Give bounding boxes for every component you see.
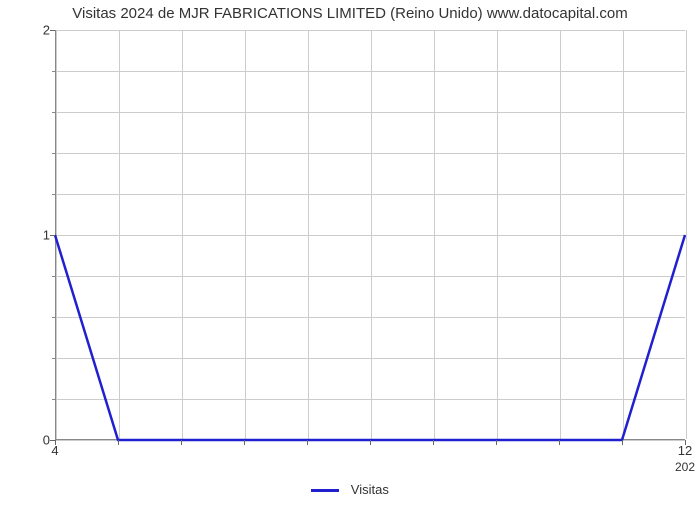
y-minor-tick (52, 112, 55, 113)
y-tick-label: 2 (30, 23, 50, 38)
y-tick-mark (50, 30, 55, 31)
x-tick-label: 12 (678, 443, 692, 458)
line-series (55, 30, 685, 440)
x-tick-mark (370, 440, 371, 445)
x-tick-mark (307, 440, 308, 445)
x-tick-mark (433, 440, 434, 445)
x-tick-mark (685, 440, 686, 445)
x-tick-mark (181, 440, 182, 445)
y-minor-tick (52, 276, 55, 277)
y-minor-tick (52, 317, 55, 318)
x-tick-mark (496, 440, 497, 445)
chart-title: Visitas 2024 de MJR FABRICATIONS LIMITED… (0, 5, 700, 22)
x-sublabel: 202 (675, 460, 695, 474)
x-tick-mark (559, 440, 560, 445)
x-tick-label: 4 (51, 443, 58, 458)
series-line (55, 235, 685, 440)
legend: Visitas (0, 482, 700, 497)
chart: Visitas 2024 de MJR FABRICATIONS LIMITED… (0, 5, 700, 505)
x-tick-mark (622, 440, 623, 445)
y-minor-tick (52, 71, 55, 72)
y-tick-label: 1 (30, 228, 50, 243)
gridline-vertical (686, 30, 687, 439)
x-tick-mark (244, 440, 245, 445)
y-tick-mark (50, 235, 55, 236)
y-minor-tick (52, 399, 55, 400)
y-minor-tick (52, 358, 55, 359)
y-minor-tick (52, 194, 55, 195)
x-tick-mark (55, 440, 56, 445)
x-tick-mark (118, 440, 119, 445)
y-minor-tick (52, 153, 55, 154)
y-tick-label: 0 (30, 433, 50, 448)
legend-label: Visitas (351, 482, 389, 497)
legend-swatch (311, 489, 339, 492)
